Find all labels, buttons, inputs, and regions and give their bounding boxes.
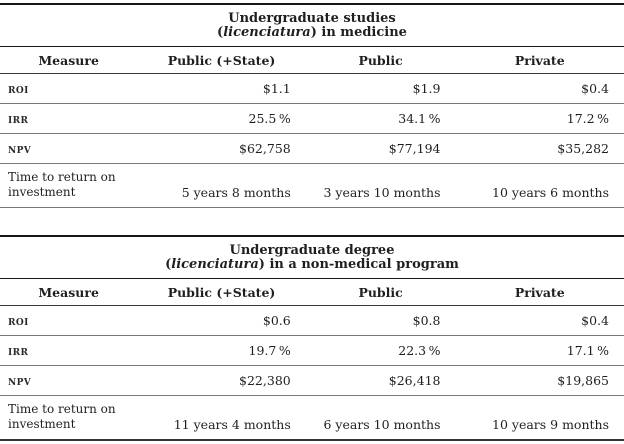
non-medical-data-table: Measure Public (+State) Public Private R… [0,279,624,441]
table-title: Undergraduate degree (licenciatura) in a… [0,237,624,279]
table-row-roi: ROI $1.1 $1.9 $0.4 [0,73,624,104]
header-row: Measure Public (+State) Public Private [0,279,624,306]
column-header-measure: Measure [0,279,138,306]
cell-value: $0.8 [305,305,456,336]
table-title: Undergraduate studies (licenciatura) in … [0,5,624,47]
table-title-line1: Undergraduate degree [229,243,395,258]
column-header-public: Public [305,47,456,74]
cell-value: 34.1 % [305,103,456,134]
column-header-public-state: Public (+State) [137,279,306,306]
row-label-time-to-return: Time to return on investment [0,163,138,208]
title-paren-open: ( [217,25,224,40]
table-row-irr: IRR 19.7 % 22.3 % 17.1 % [0,335,624,366]
cell-value: 17.2 % [455,103,624,134]
title-italic-term: licenciatura [223,25,311,40]
table-row-npv: NPV $22,380 $26,418 $19,865 [0,365,624,396]
table-title-line2: (licenciatura) in medicine [0,26,624,40]
cell-value: $35,282 [455,133,624,164]
table-row-time-to-return: Time to return on investment 11 years 4 … [0,395,624,441]
row-label-time-to-return: Time to return on investment [0,395,138,441]
table-title-line2: (licenciatura) in a non-medical program [0,258,624,272]
row-label-roi: ROI [0,305,138,336]
cell-value: $77,194 [305,133,456,164]
row-label-roi: ROI [0,73,138,104]
column-header-private: Private [455,47,624,74]
cell-value: 10 years 9 months [455,395,624,441]
column-header-public: Public [305,279,456,306]
cell-value: 3 years 10 months [305,163,456,208]
header-row: Measure Public (+State) Public Private [0,47,624,74]
cell-value: $62,758 [137,133,306,164]
cell-value: $22,380 [137,365,306,396]
cell-value: 5 years 8 months [137,163,306,208]
cell-value: $1.9 [305,73,456,104]
row-label-npv: NPV [0,365,138,396]
cell-value: $19,865 [455,365,624,396]
table-row-time-to-return: Time to return on investment 5 years 8 m… [0,163,624,208]
cell-value: $0.6 [137,305,306,336]
table-row-roi: ROI $0.6 $0.8 $0.4 [0,305,624,336]
cell-value: 25.5 % [137,103,306,134]
cell-value: 17.1 % [455,335,624,366]
row-label-irr: IRR [0,335,138,366]
column-header-private: Private [455,279,624,306]
cell-value: $26,418 [305,365,456,396]
cell-value: $1.1 [137,73,306,104]
row-label-npv: NPV [0,133,138,164]
cell-value: 19.7 % [137,335,306,366]
medicine-data-table: Measure Public (+State) Public Private R… [0,47,624,208]
cell-value: 10 years 6 months [455,163,624,208]
column-header-public-state: Public (+State) [137,47,306,74]
table-row-irr: IRR 25.5 % 34.1 % 17.2 % [0,103,624,134]
table-row-npv: NPV $62,758 $77,194 $35,282 [0,133,624,164]
title-line2-rest: ) in medicine [310,25,407,40]
non-medical-program-table: Undergraduate degree (licenciatura) in a… [0,235,624,441]
title-italic-term: licenciatura [171,257,259,272]
cell-value: 6 years 10 months [305,395,456,441]
cell-value: 11 years 4 months [137,395,306,441]
medicine-studies-table: Undergraduate studies (licenciatura) in … [0,3,624,208]
cell-value: 22.3 % [305,335,456,366]
title-line2-rest: ) in a non-medical program [258,257,459,272]
table-title-line1: Undergraduate studies [228,11,396,26]
cell-value: $0.4 [455,73,624,104]
title-paren-open: ( [165,257,172,272]
column-header-measure: Measure [0,47,138,74]
row-label-irr: IRR [0,103,138,134]
cell-value: $0.4 [455,305,624,336]
